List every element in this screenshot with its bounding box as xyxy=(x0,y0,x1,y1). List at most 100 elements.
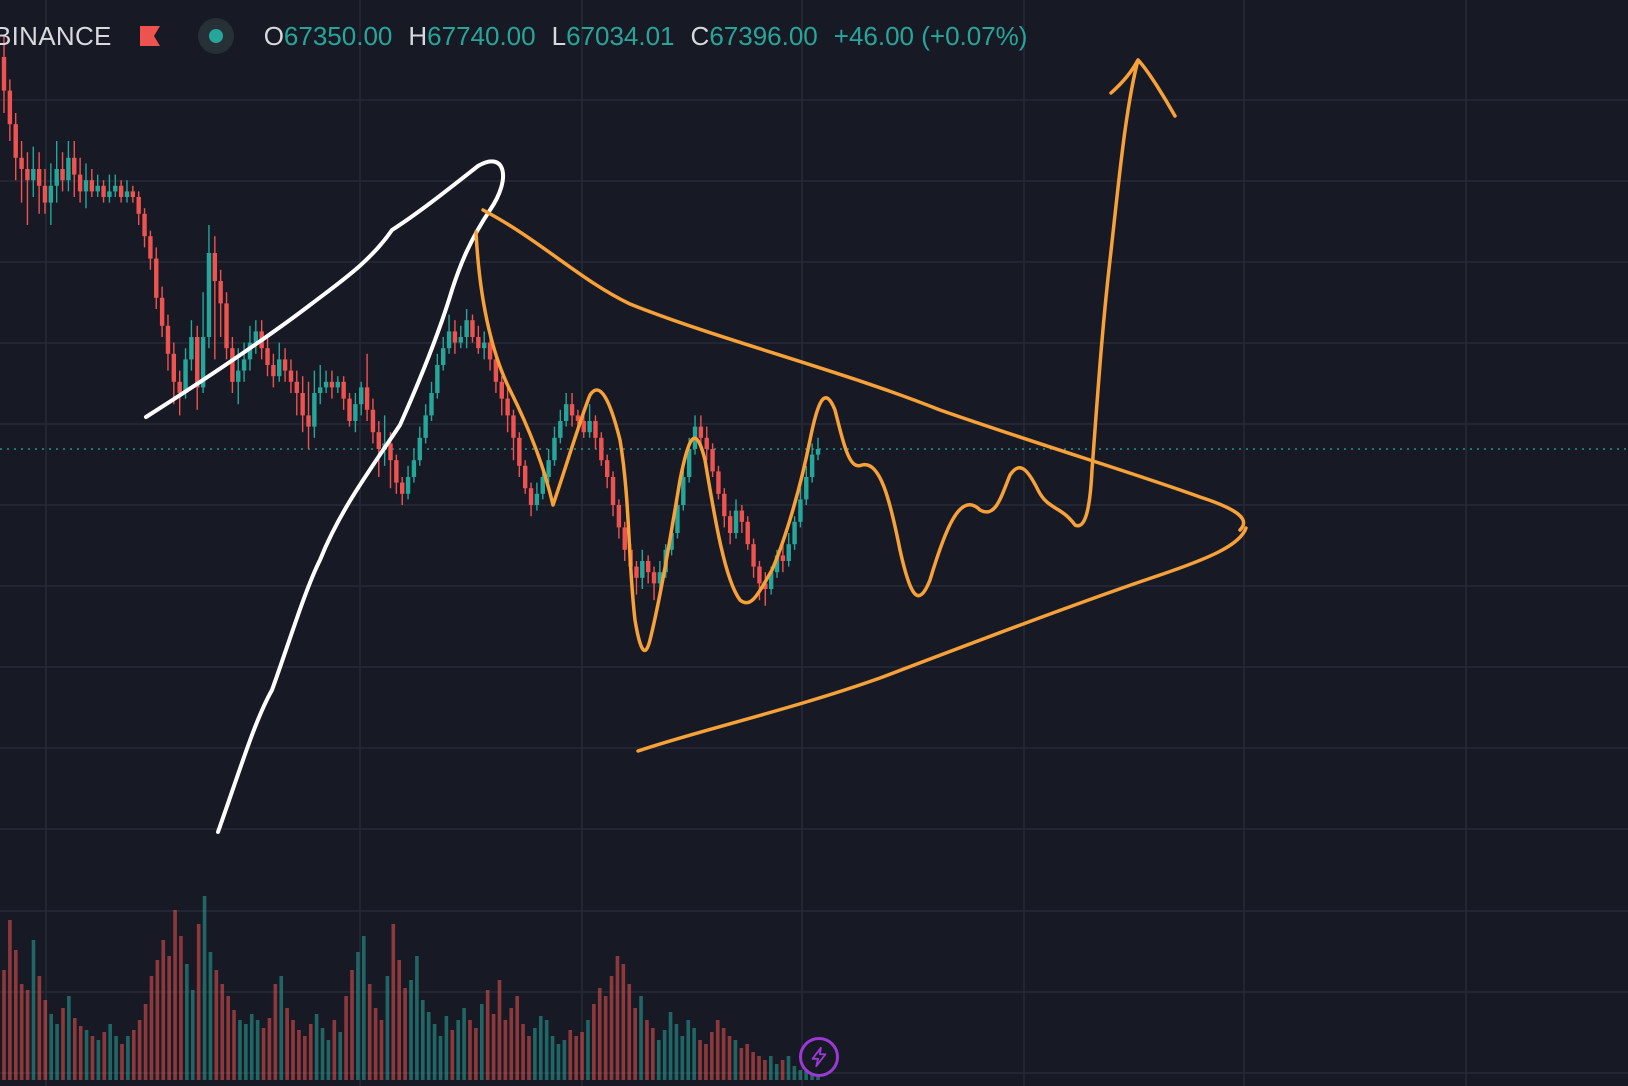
volume-bar-43 xyxy=(255,1020,260,1080)
candle-body-62 xyxy=(364,387,370,410)
candle-body-40 xyxy=(236,370,241,382)
volume-bar-17 xyxy=(102,1032,107,1080)
candle-body-82 xyxy=(482,342,487,349)
volume-bar-66 xyxy=(391,924,396,1080)
candle-body-61 xyxy=(359,387,364,405)
volume-bar-35 xyxy=(208,952,213,1080)
volume-bar-79 xyxy=(468,1020,472,1080)
low-key: L xyxy=(551,20,567,51)
high-value: 67740.00 xyxy=(427,20,536,51)
volume-bar-56 xyxy=(332,1020,337,1080)
candlesticks xyxy=(1,34,821,606)
candle-body-23 xyxy=(136,197,141,214)
orange-upper-trendline-drawing[interactable] xyxy=(481,208,1246,532)
volume-bar-133 xyxy=(786,1056,791,1080)
high-key: H xyxy=(408,20,428,51)
volume-bar-21 xyxy=(126,1036,130,1080)
candle-body-129 xyxy=(757,566,762,584)
volume-bar-128 xyxy=(757,1056,761,1080)
candle-body-17 xyxy=(101,185,106,197)
candle-body-138 xyxy=(809,454,815,477)
white-rising-wedge-drawing[interactable] xyxy=(144,159,506,834)
candle-body-37 xyxy=(218,281,223,304)
volume-bar-4 xyxy=(25,990,30,1080)
candle-body-75 xyxy=(441,348,446,365)
volume-bar-105 xyxy=(621,964,626,1080)
candle-body-21 xyxy=(124,191,130,197)
candle-body-45 xyxy=(265,348,270,365)
candle-body-67 xyxy=(394,460,399,483)
candle-body-105 xyxy=(616,505,622,528)
candle-body-51 xyxy=(300,393,305,416)
volume-bar-91 xyxy=(538,1016,543,1080)
volume-bar-16 xyxy=(96,1040,101,1080)
volume-bar-126 xyxy=(745,1044,750,1080)
candle-body-5 xyxy=(31,169,36,181)
volume-bar-101 xyxy=(597,988,602,1080)
volume-bar-50 xyxy=(297,1030,301,1080)
candle-body-6 xyxy=(36,169,42,186)
candle-body-78 xyxy=(458,337,463,343)
candle-body-125 xyxy=(733,510,739,533)
drawing-annotations[interactable] xyxy=(144,58,1248,834)
candle-body-83 xyxy=(487,342,493,360)
volume-bar-26 xyxy=(155,960,160,1080)
volume-bar-78 xyxy=(462,1008,466,1080)
candle-body-99 xyxy=(581,421,586,433)
volume-bar-70 xyxy=(415,956,419,1080)
candle-body-31 xyxy=(183,359,188,393)
candle-body-103 xyxy=(604,460,610,477)
volume-bar-72 xyxy=(426,1012,431,1080)
ohlc-values: O 67350.00 H 67740.00 L 67034.01 C 67396… xyxy=(264,21,1028,52)
volume-bar-32 xyxy=(190,990,195,1080)
candle-body-97 xyxy=(569,404,575,416)
orange-projection-wave-drawing[interactable] xyxy=(474,58,1177,653)
volume-bar-48 xyxy=(285,1008,289,1080)
volume-bar-109 xyxy=(645,1020,649,1080)
candle-body-28 xyxy=(165,325,171,354)
volume-bar-3 xyxy=(19,984,24,1080)
volume-bar-10 xyxy=(61,1008,65,1080)
candle-body-41 xyxy=(241,359,247,371)
candle-body-79 xyxy=(464,320,469,337)
candle-body-100 xyxy=(587,421,592,433)
status-dot-icon[interactable] xyxy=(197,18,234,54)
candle-body-135 xyxy=(792,521,797,545)
candle-body-126 xyxy=(739,510,745,522)
candle-body-16 xyxy=(95,185,100,192)
volume-bar-94 xyxy=(556,1044,561,1080)
volume-bar-104 xyxy=(615,956,620,1080)
candle-body-4 xyxy=(25,169,30,181)
volume-bar-55 xyxy=(326,1040,331,1080)
candle-body-66 xyxy=(388,443,393,461)
volume-bar-39 xyxy=(232,1010,236,1080)
volume-bar-96 xyxy=(568,1030,573,1080)
candle-body-76 xyxy=(446,331,452,349)
volume-bar-14 xyxy=(84,1030,89,1080)
candle-body-77 xyxy=(452,331,458,343)
volume-bar-68 xyxy=(403,988,407,1080)
candle-body-124 xyxy=(727,516,733,533)
volume-bar-69 xyxy=(409,980,413,1080)
candle-body-52 xyxy=(306,415,311,427)
volume-bar-97 xyxy=(574,1036,578,1080)
volume-bar-129 xyxy=(763,1060,767,1080)
volume-bar-45 xyxy=(267,1018,272,1080)
candle-body-43 xyxy=(253,331,259,343)
volume-bar-18 xyxy=(108,1024,112,1080)
volume-bar-60 xyxy=(356,952,360,1080)
candle-body-90 xyxy=(528,488,534,505)
change-value: +46.00 (+0.07%) xyxy=(833,20,1028,51)
volume-bar-130 xyxy=(769,1056,773,1080)
lightning-icon[interactable] xyxy=(799,1037,839,1077)
volume-bar-54 xyxy=(320,1028,325,1080)
volume-bar-58 xyxy=(344,996,348,1080)
candle-body-132 xyxy=(774,555,780,573)
orange-lower-trendline-drawing[interactable] xyxy=(636,526,1248,753)
candle-body-10 xyxy=(60,169,65,181)
candle-body-139 xyxy=(815,449,821,455)
volume-bar-42 xyxy=(249,1014,254,1080)
flag-icon[interactable] xyxy=(138,24,162,48)
